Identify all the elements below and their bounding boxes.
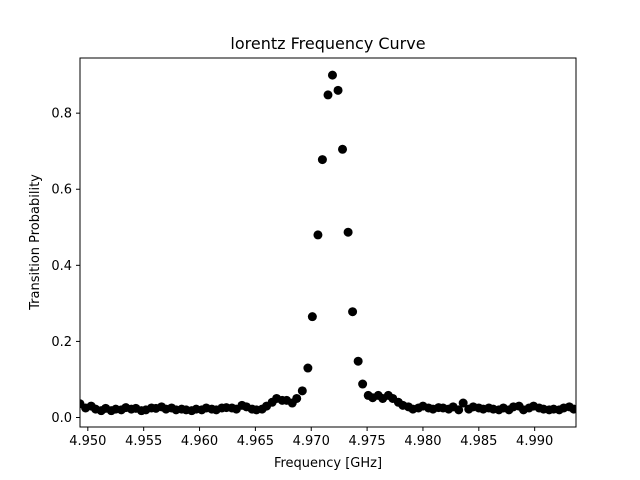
data-point	[292, 393, 302, 403]
data-point	[348, 307, 358, 317]
data-point	[569, 404, 576, 414]
plot-frame	[79, 57, 577, 428]
y-tick-label: 0.2	[51, 335, 72, 350]
y-axis-ticks: 0.0 0.2 0.4 0.6 0.8	[51, 107, 80, 426]
data-point	[338, 144, 348, 154]
data-point	[458, 398, 468, 408]
x-tick-label: 4.960	[181, 434, 218, 449]
x-axis-ticks: 4.950 4.955 4.960 4.965 4.970 4.975 4.980 4.985…	[69, 427, 553, 449]
y-tick-label: 0.4	[51, 259, 72, 274]
data-point	[454, 405, 464, 415]
data-point	[307, 312, 317, 322]
x-tick-label: 4.985	[460, 434, 497, 449]
data-points	[80, 70, 576, 416]
y-tick-label: 0.6	[51, 183, 72, 198]
data-point	[313, 230, 323, 240]
x-tick-label: 4.950	[69, 434, 106, 449]
x-tick-label: 4.990	[516, 434, 553, 449]
x-axis-label: Frequency [GHz]	[274, 456, 382, 471]
data-point	[323, 90, 333, 100]
data-point	[297, 386, 307, 396]
y-axis-label: Transition Probability	[28, 174, 43, 311]
x-tick-label: 4.975	[348, 434, 385, 449]
data-point	[358, 379, 368, 389]
data-point	[333, 85, 343, 95]
y-tick-label: 0.8	[51, 107, 72, 122]
x-tick-label: 4.965	[237, 434, 274, 449]
data-point	[317, 155, 327, 165]
data-point	[343, 227, 353, 237]
data-point	[303, 363, 313, 373]
x-tick-label: 4.980	[404, 434, 441, 449]
x-tick-label: 4.970	[293, 434, 330, 449]
data-point	[327, 70, 337, 80]
chart-title: lorentz Frequency Curve	[230, 34, 425, 53]
y-tick-label: 0.0	[51, 411, 72, 426]
x-tick-label: 4.955	[125, 434, 162, 449]
data-point	[353, 356, 363, 366]
